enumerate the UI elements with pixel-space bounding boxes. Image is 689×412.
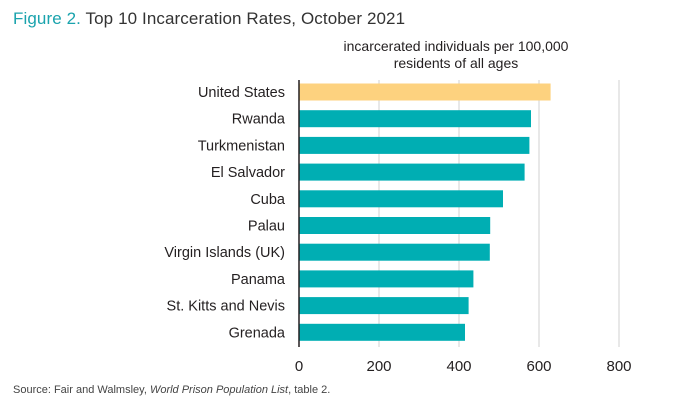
category-label: Palau: [248, 219, 285, 235]
source-note: Source: Fair and Walmsley, World Prison …: [13, 384, 330, 396]
source-prefix: Source: Fair and Walmsley,: [13, 384, 150, 396]
category-label: Grenada: [229, 325, 286, 341]
x-tick-label: 600: [526, 358, 551, 375]
source-suffix: , table 2.: [288, 384, 331, 396]
category-label: Virgin Islands (UK): [164, 245, 285, 261]
category-label: Turkmenistan: [198, 138, 285, 154]
bar-panama: [299, 270, 474, 288]
figure-label: Figure 2.: [13, 9, 81, 28]
bar-grenada: [299, 323, 465, 341]
x-tick-label: 400: [446, 358, 471, 375]
x-tick-labels: 0 200 400 600 800: [295, 358, 632, 375]
category-labels: United States Rwanda Turkmenistan El Salvad…: [164, 85, 286, 341]
x-tick-label: 800: [606, 358, 631, 375]
figure-title: Top 10 Incarceration Rates, October 2021: [85, 9, 406, 28]
bar-el-salvador: [299, 163, 525, 181]
category-label: St. Kitts and Nevis: [167, 299, 285, 315]
bar-palau: [299, 217, 491, 234]
bar-united-states: [299, 83, 551, 101]
x-tick-label: 0: [295, 358, 303, 375]
category-label: Cuba: [250, 192, 286, 208]
category-label: United States: [198, 85, 285, 101]
source-title: World Prison Population List: [149, 384, 289, 396]
bar-virgin-islands-uk: [299, 243, 490, 261]
value-axis-label: incarcerated individuals per 100,000 res…: [343, 38, 569, 71]
category-label: Panama: [231, 272, 286, 288]
bar-turkmenistan: [299, 136, 530, 154]
bar-cuba: [299, 190, 503, 208]
bar-rwanda: [299, 110, 531, 128]
category-label: El Salvador: [211, 165, 285, 181]
bars: [299, 83, 551, 341]
x-tick-label: 200: [366, 358, 391, 375]
category-label: Rwanda: [232, 112, 286, 128]
chart-title: Figure 2. Top 10 Incarceration Rates, Oc…: [13, 9, 405, 29]
bar-st-kitts-and-nevis: [299, 297, 469, 315]
